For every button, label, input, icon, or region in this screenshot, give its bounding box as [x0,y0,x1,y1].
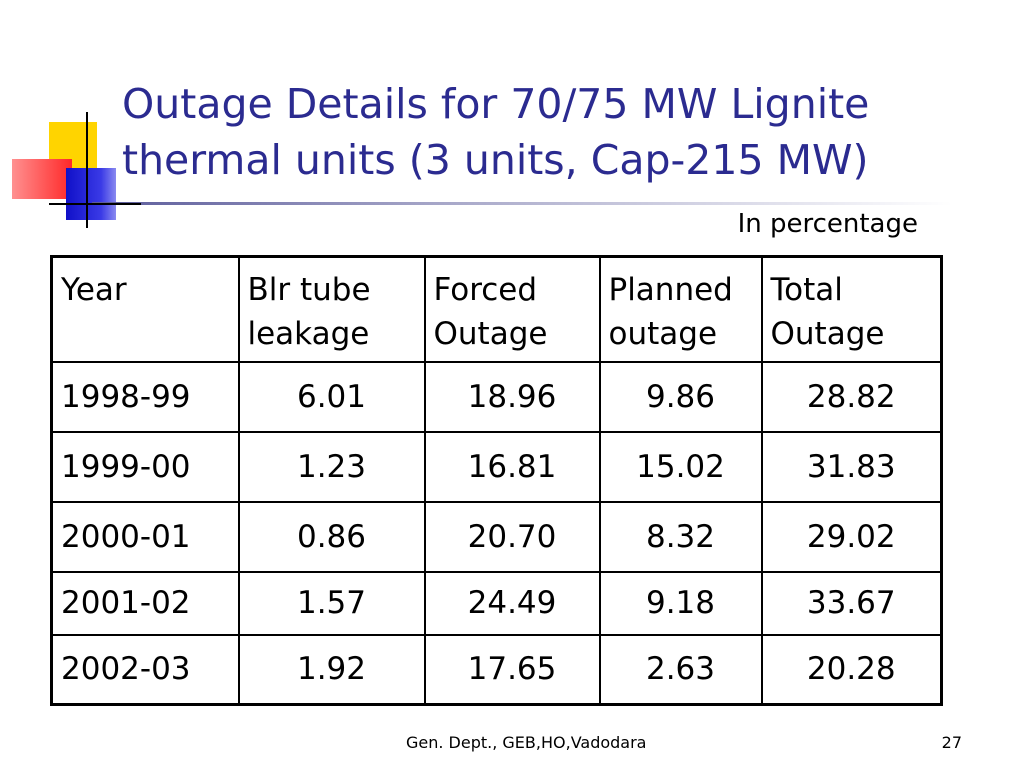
total-outage-cell: 33.67 [760,570,943,636]
header-forced-outage: Forced Outage [423,255,601,363]
slide-title-line-1: Outage Details for 70/75 MW Lignite [122,80,870,128]
slide-title-line-2: thermal units (3 units, Cap-215 MW) [122,136,869,184]
planned-outage-cell: 8.32 [598,500,763,573]
table-row: 1999-00 1.23 16.81 15.02 31.83 [50,430,943,503]
total-outage-cell: 20.28 [760,633,943,706]
table-row: 1998-99 6.01 18.96 9.86 28.82 [50,360,943,433]
planned-outage-cell: 15.02 [598,430,763,503]
header-total-outage: Total Outage [760,255,943,363]
unit-note: In percentage [737,209,918,239]
table-row: 2002-03 1.92 17.65 2.63 20.28 [50,633,943,706]
decorative-vertical-line [86,112,88,228]
blr-tube-leakage-cell: 0.86 [237,500,426,573]
year-cell: 2000-01 [50,500,240,573]
forced-outage-cell: 17.65 [423,633,601,706]
header-year: Year [50,255,240,363]
decorative-horizontal-line [49,203,141,205]
decorative-red-square [12,159,72,199]
footer-text: Gen. Dept., GEB,HO,Vadodara [406,733,647,752]
planned-outage-cell: 9.18 [598,570,763,636]
blr-tube-leakage-cell: 1.23 [237,430,426,503]
slide-title: Outage Details for 70/75 MW Lignite ther… [122,76,1002,188]
total-outage-cell: 29.02 [760,500,943,573]
blr-tube-leakage-cell: 6.01 [237,360,426,433]
forced-outage-cell: 24.49 [423,570,601,636]
year-cell: 2001-02 [50,570,240,636]
title-underline [92,202,952,205]
page-number: 27 [941,733,962,752]
forced-outage-cell: 18.96 [423,360,601,433]
planned-outage-cell: 2.63 [598,633,763,706]
year-cell: 1999-00 [50,430,240,503]
header-planned-outage: Planned outage [598,255,763,363]
total-outage-cell: 28.82 [760,360,943,433]
blr-tube-leakage-cell: 1.57 [237,570,426,636]
decorative-blue-square [66,168,116,220]
planned-outage-cell: 9.86 [598,360,763,433]
forced-outage-cell: 16.81 [423,430,601,503]
table-header-row: Year Blr tube leakage Forced Outage Planne… [50,255,943,363]
blr-tube-leakage-cell: 1.92 [237,633,426,706]
total-outage-cell: 31.83 [760,430,943,503]
table-row: 2000-01 0.86 20.70 8.32 29.02 [50,500,943,573]
table-row: 2001-02 1.57 24.49 9.18 33.67 [50,570,943,636]
outage-table: Year Blr tube leakage Forced Outage Planne… [50,255,943,706]
forced-outage-cell: 20.70 [423,500,601,573]
year-cell: 1998-99 [50,360,240,433]
header-blr-tube-leakage: Blr tube leakage [237,255,426,363]
year-cell: 2002-03 [50,633,240,706]
